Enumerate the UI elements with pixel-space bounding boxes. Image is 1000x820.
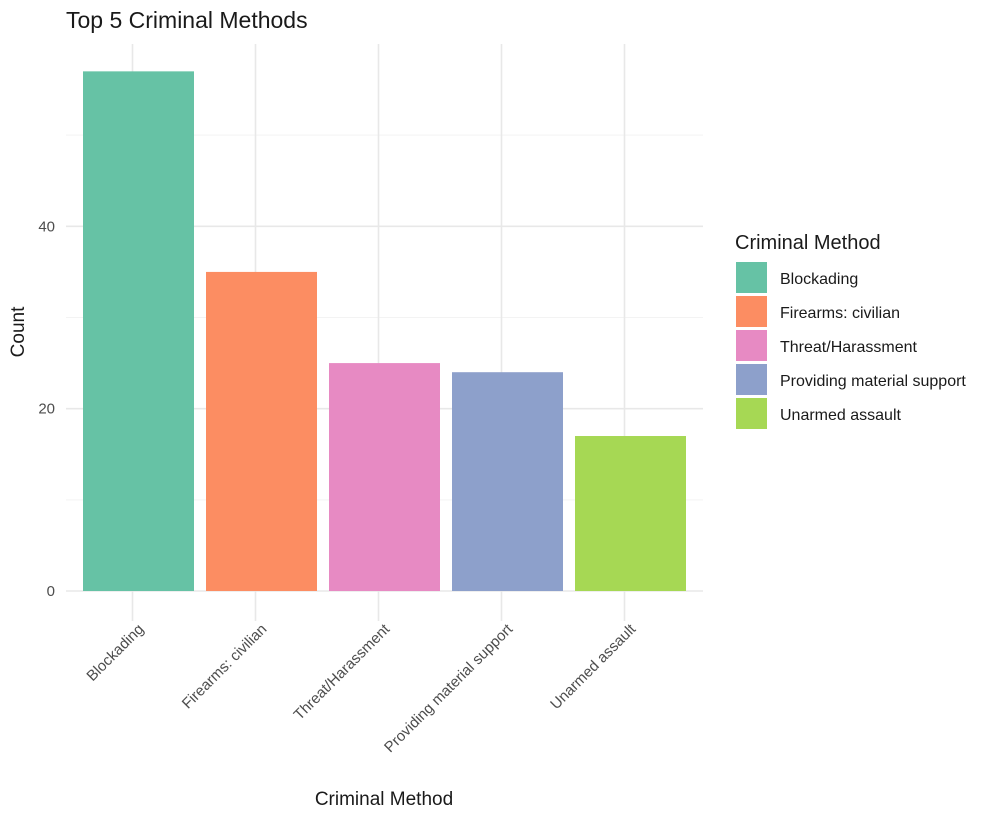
x-axis-ticks: Blockading Firearms: civilian Threat/Haras… (83, 620, 640, 756)
x-tick-label: Blockading (83, 621, 147, 685)
bar-unarmed-assault (575, 436, 686, 591)
legend-label: Unarmed assault (780, 407, 902, 424)
legend-label: Blockading (780, 271, 858, 288)
x-axis-title: Criminal Method (315, 789, 453, 810)
bar-firearms-civilian (206, 271, 317, 591)
bar-threat-harassment (329, 363, 440, 591)
bars (83, 71, 686, 592)
x-tick-label: Unarmed assault (547, 620, 640, 713)
legend-label: Providing material support (780, 373, 966, 390)
legend: Criminal Method Blockading Firearms: civi… (735, 232, 966, 429)
y-axis-title: Count (8, 306, 29, 357)
legend-swatch (736, 262, 767, 293)
y-tick-label: 0 (47, 583, 55, 600)
legend-items: Blockading Firearms: civilian Threat/Haras… (736, 262, 966, 429)
bar-blockading (83, 71, 194, 592)
legend-swatch (736, 296, 767, 327)
legend-swatch (736, 364, 767, 395)
legend-swatch (736, 330, 767, 361)
legend-swatch (736, 398, 767, 429)
y-tick-label: 20 (38, 401, 55, 418)
x-tick-label: Firearms: civilian (179, 621, 271, 713)
legend-label: Firearms: civilian (780, 305, 900, 322)
x-tick-label: Providing material support (381, 620, 517, 756)
y-tick-label: 40 (38, 218, 55, 235)
legend-label: Threat/Harassment (780, 339, 917, 356)
bar-providing-material-support (452, 372, 563, 591)
chart-title: Top 5 Criminal Methods (66, 7, 308, 33)
legend-title: Criminal Method (735, 232, 881, 254)
y-axis-ticks: 0 20 40 (38, 218, 55, 600)
x-tick-label: Threat/Harassment (291, 620, 394, 723)
